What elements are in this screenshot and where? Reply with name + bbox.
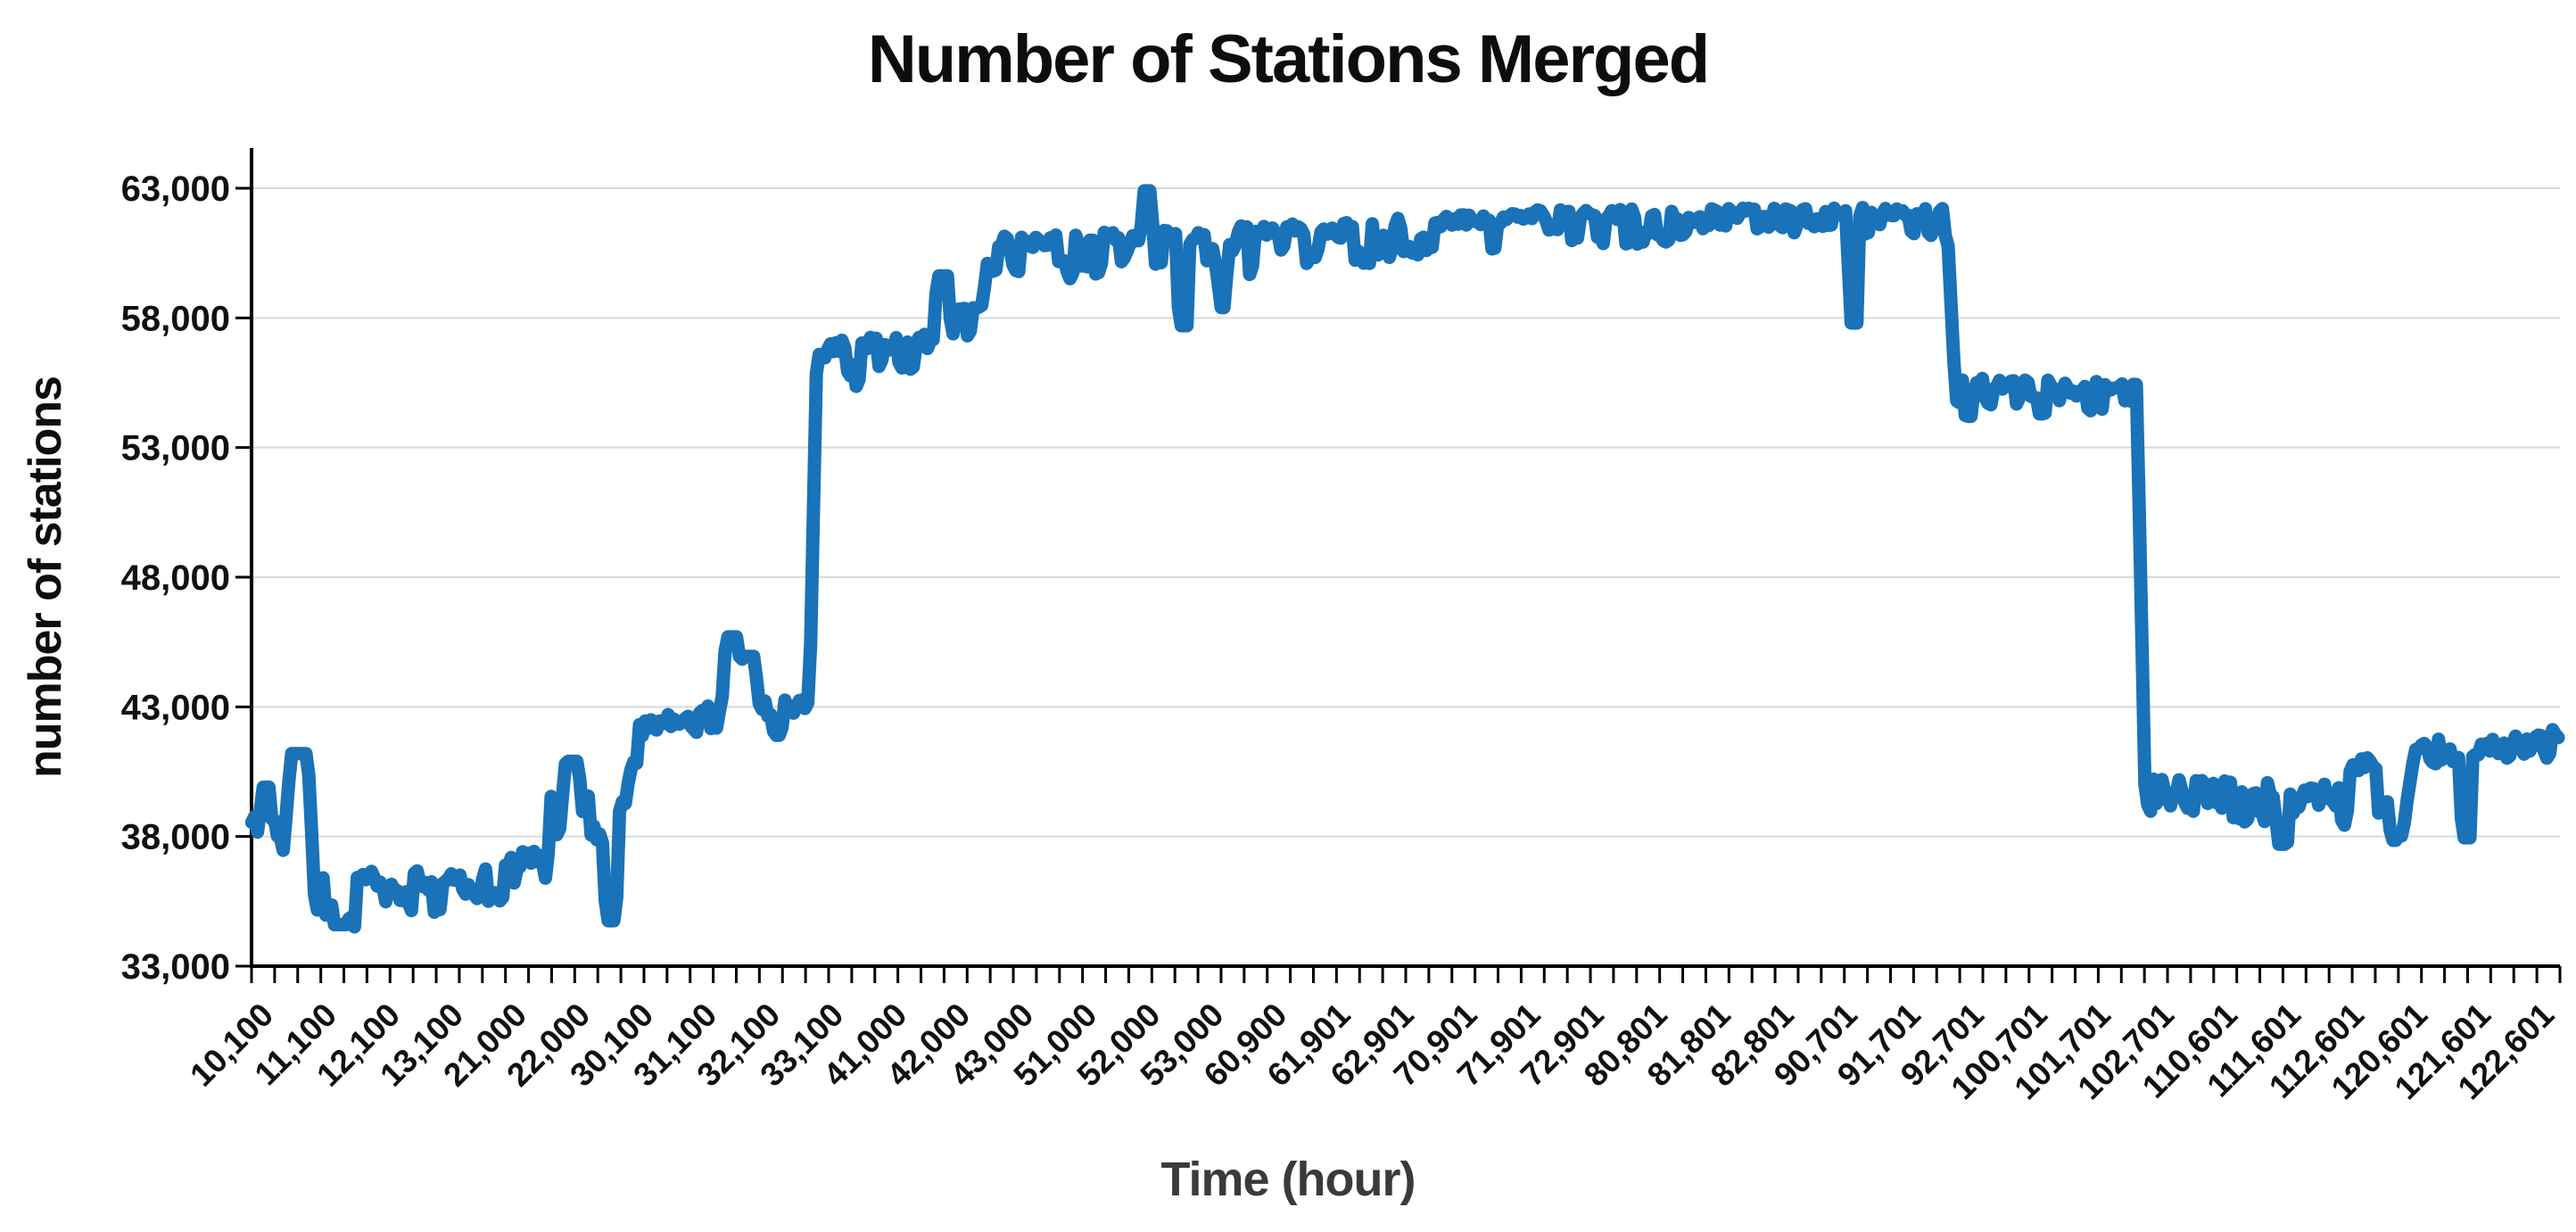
x-axis-ticks (250, 966, 2562, 983)
y-tick-label: 33,000 (121, 947, 230, 987)
y-tick-label: 48,000 (121, 558, 230, 598)
y-axis-title: number of stations (20, 376, 71, 778)
y-axis-ticks (235, 186, 252, 968)
y-tick-label: 58,000 (121, 299, 230, 338)
y-tick-label: 53,000 (121, 429, 230, 468)
y-tick-label: 63,000 (121, 170, 230, 209)
y-axis-tick-labels: 63,000 58,000 53,000 48,000 43,000 38,000 33,0… (121, 170, 230, 987)
chart-title: Number of Stations Merged (868, 21, 1708, 97)
y-tick-label: 38,000 (121, 818, 230, 857)
gridlines (252, 187, 2560, 838)
x-axis-title: Time (hour) (1161, 1153, 1416, 1206)
stations-series-line (244, 184, 2565, 934)
y-tick-label: 43,000 (121, 688, 230, 727)
x-axis-tick-labels: 10,10011,10012,10013,10021,00022,00030,1… (183, 996, 2561, 1107)
